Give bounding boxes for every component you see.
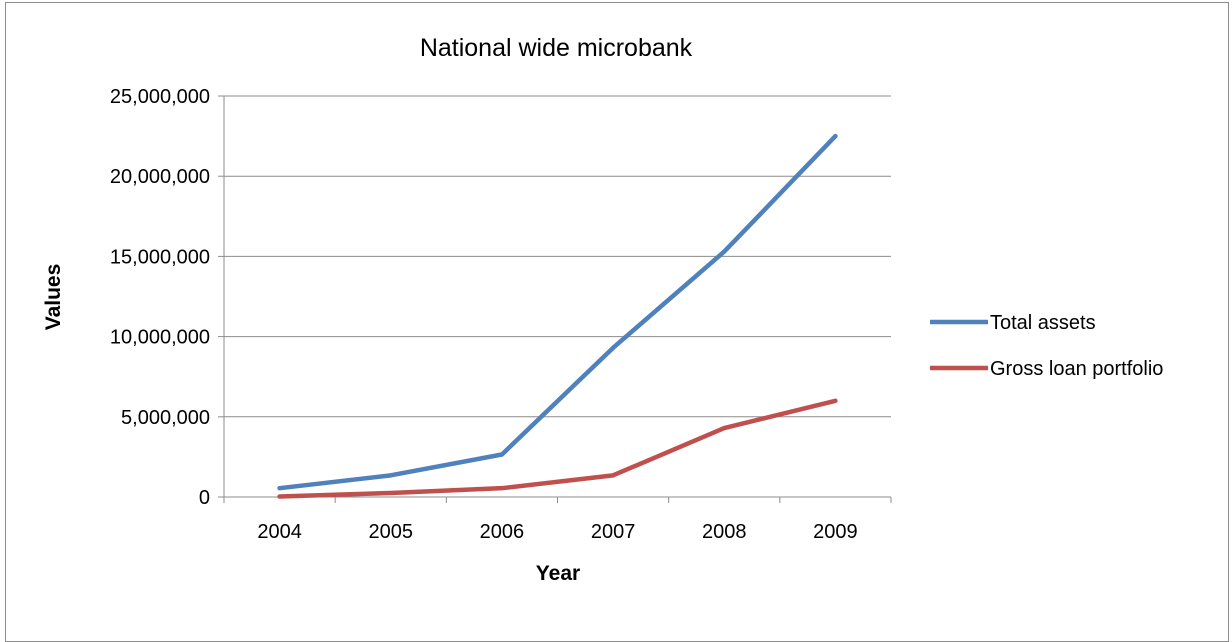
x-axis-ticks: 2004 2005 2006 2007 2008 2009 xyxy=(223,497,892,543)
data-point-total-assets xyxy=(722,249,727,254)
y-tick-label: 15,000,000 xyxy=(110,246,210,268)
chart-title: National wide microbank xyxy=(420,34,693,62)
y-tick-label: 5,000,000 xyxy=(121,407,210,429)
x-tick-label: 2004 xyxy=(257,521,302,543)
legend: Total assets Gross loan portfolio xyxy=(930,312,1163,380)
data-point-gross-loan-portfolio xyxy=(277,494,282,499)
chart-frame xyxy=(5,2,1229,642)
x-tick-label: 2007 xyxy=(591,521,636,543)
x-tick-label: 2009 xyxy=(813,521,858,543)
y-axis-title: Values xyxy=(42,264,65,331)
line-chart: National wide microbank 0 5,000,000 10,000… xyxy=(42,34,1163,585)
x-tick-label: 2005 xyxy=(369,521,414,543)
y-tick-label: 0 xyxy=(199,487,210,509)
series-lines xyxy=(277,133,838,499)
data-point-gross-loan-portfolio xyxy=(388,490,393,495)
legend-label: Gross loan portfolio xyxy=(990,358,1163,380)
series-line-total-assets xyxy=(277,133,838,491)
x-tick-label: 2008 xyxy=(702,521,747,543)
data-point-total-assets xyxy=(277,486,282,491)
data-point-total-assets xyxy=(499,452,504,457)
data-point-gross-loan-portfolio xyxy=(833,398,838,403)
y-tick-label: 25,000,000 xyxy=(110,86,210,108)
y-axis-ticks: 0 5,000,000 10,000,000 15,000,000 20,000,000… xyxy=(110,86,224,509)
axes xyxy=(223,96,891,498)
data-point-gross-loan-portfolio xyxy=(611,473,616,478)
series-line-gross-loan-portfolio xyxy=(277,398,838,499)
data-point-total-assets xyxy=(611,345,616,350)
y-tick-label: 10,000,000 xyxy=(110,327,210,349)
data-point-gross-loan-portfolio xyxy=(499,486,504,491)
x-axis-title: Year xyxy=(536,562,580,585)
y-tick-label: 20,000,000 xyxy=(110,166,210,188)
x-tick-label: 2006 xyxy=(480,521,525,543)
data-point-gross-loan-portfolio xyxy=(722,426,727,431)
legend-label: Total assets xyxy=(990,312,1096,334)
data-point-total-assets xyxy=(833,134,838,139)
gridlines xyxy=(224,95,891,418)
data-point-total-assets xyxy=(388,473,393,478)
